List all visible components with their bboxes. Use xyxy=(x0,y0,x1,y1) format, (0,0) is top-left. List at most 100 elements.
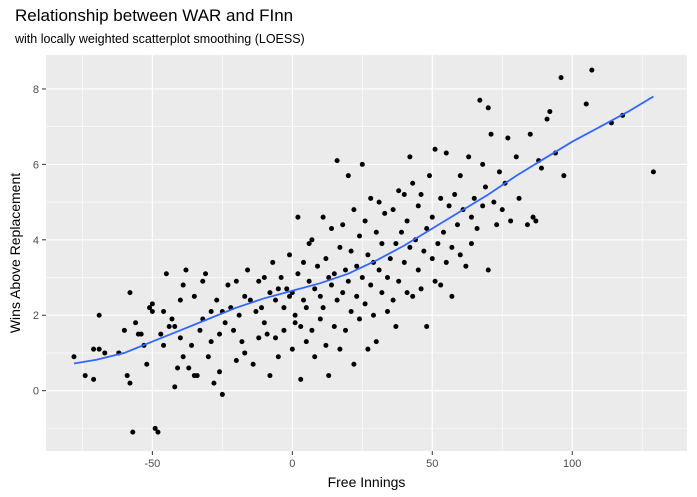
data-point xyxy=(329,225,335,231)
data-point xyxy=(499,207,505,213)
data-point xyxy=(102,350,108,356)
y-axis-title: Wins Above Replacement xyxy=(7,173,23,333)
data-point xyxy=(334,158,340,164)
data-point xyxy=(149,301,155,307)
data-point xyxy=(261,275,267,281)
data-point xyxy=(149,308,155,314)
data-point xyxy=(485,267,491,273)
data-point xyxy=(183,267,189,273)
data-point xyxy=(317,316,323,322)
data-point xyxy=(410,293,416,299)
data-point xyxy=(387,256,393,262)
data-point xyxy=(175,365,181,371)
data-point xyxy=(480,203,486,209)
data-point xyxy=(359,161,365,167)
data-point xyxy=(166,324,172,330)
data-point xyxy=(396,278,402,284)
data-point xyxy=(351,361,357,367)
data-points xyxy=(71,67,656,435)
data-point xyxy=(219,391,225,397)
data-point xyxy=(516,195,522,201)
x-tick-label: 0 xyxy=(289,458,295,470)
data-point xyxy=(289,346,295,352)
data-point xyxy=(191,293,197,299)
data-point xyxy=(273,335,279,341)
data-point xyxy=(309,237,315,243)
data-point xyxy=(379,241,385,247)
data-point xyxy=(253,308,259,314)
data-point xyxy=(370,312,376,318)
data-point xyxy=(130,429,136,435)
data-point xyxy=(345,173,351,179)
data-point xyxy=(334,297,340,303)
data-point xyxy=(245,267,251,273)
data-point xyxy=(384,308,390,314)
data-point xyxy=(343,267,349,273)
data-point xyxy=(233,278,239,284)
data-point xyxy=(326,275,332,281)
loess-smooth-line xyxy=(73,95,654,365)
data-point xyxy=(368,195,374,201)
axis-ticks xyxy=(42,88,573,455)
data-point xyxy=(505,135,511,141)
data-point xyxy=(454,222,460,228)
data-point xyxy=(443,150,449,156)
data-point xyxy=(301,297,307,303)
data-point xyxy=(127,290,133,296)
data-point xyxy=(203,271,209,277)
data-point xyxy=(429,214,435,220)
data-point xyxy=(273,297,279,303)
data-point xyxy=(368,282,374,288)
data-point xyxy=(452,192,458,198)
data-point xyxy=(172,324,178,330)
data-point xyxy=(463,263,469,269)
data-point xyxy=(354,263,360,269)
data-point xyxy=(275,286,281,292)
data-point xyxy=(373,339,379,345)
data-point xyxy=(256,278,262,284)
data-point xyxy=(424,324,430,330)
data-point xyxy=(214,297,220,303)
data-point xyxy=(393,241,399,247)
data-point xyxy=(508,218,514,224)
data-point xyxy=(138,331,144,337)
data-point xyxy=(513,154,519,160)
data-point xyxy=(180,354,186,360)
data-point xyxy=(421,248,427,254)
data-point xyxy=(287,293,293,299)
data-point xyxy=(340,290,346,296)
y-tick-label: 0 xyxy=(33,386,39,398)
data-point xyxy=(331,271,337,277)
data-point xyxy=(124,373,130,379)
data-point xyxy=(208,339,214,345)
data-point xyxy=(180,282,186,288)
data-point xyxy=(547,109,553,115)
data-point xyxy=(281,327,287,333)
data-point xyxy=(544,116,550,122)
data-point xyxy=(538,165,544,171)
data-point xyxy=(527,131,533,137)
data-point xyxy=(482,184,488,190)
data-point xyxy=(197,327,203,333)
data-point xyxy=(429,256,435,262)
data-point xyxy=(127,380,133,386)
data-point xyxy=(418,286,424,292)
data-point xyxy=(376,267,382,273)
data-point xyxy=(382,210,388,216)
data-point xyxy=(446,203,452,209)
data-point xyxy=(172,384,178,390)
data-point xyxy=(373,229,379,235)
data-point xyxy=(267,290,273,296)
data-point xyxy=(474,225,480,231)
data-point xyxy=(177,297,183,303)
x-tick-label: 50 xyxy=(426,458,438,470)
data-point xyxy=(396,188,402,194)
data-point xyxy=(233,357,239,363)
data-point xyxy=(390,207,396,213)
data-point xyxy=(155,429,161,435)
data-point xyxy=(186,365,192,371)
data-point xyxy=(295,271,301,277)
data-point xyxy=(169,316,175,322)
data-point xyxy=(292,312,298,318)
data-point xyxy=(144,361,150,367)
